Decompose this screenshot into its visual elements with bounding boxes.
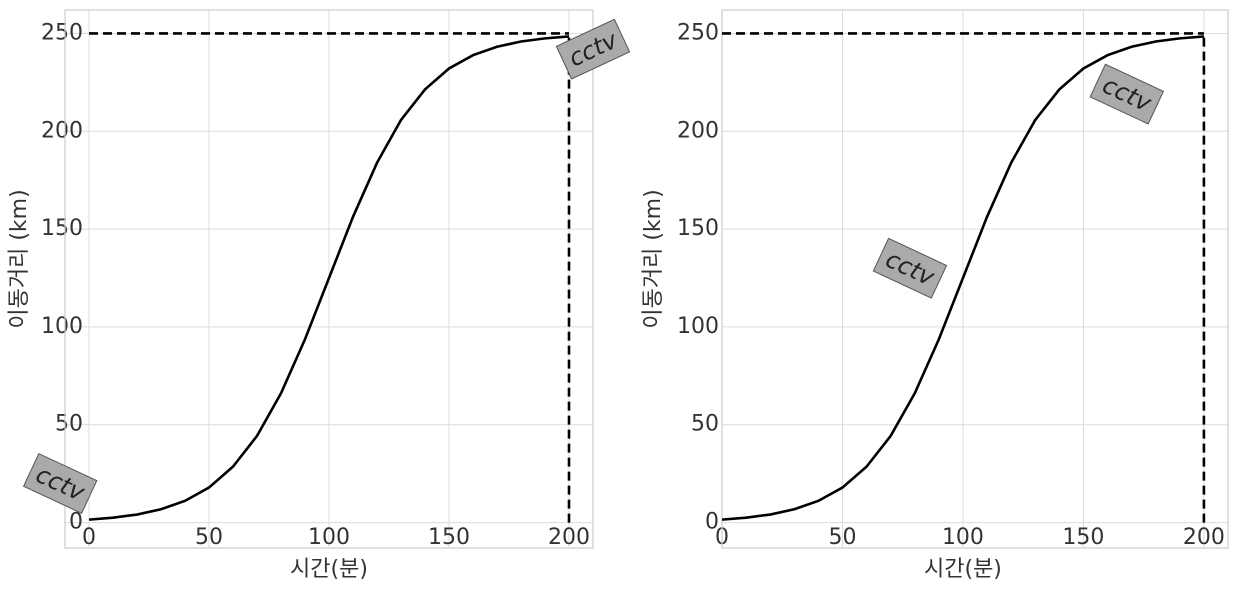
annotation: cctv (872, 237, 948, 299)
line-series (88, 35, 570, 521)
y-tick-label: 0 (69, 510, 83, 535)
x-tick-label: 100 (942, 525, 984, 550)
y-tick-label: 250 (41, 20, 83, 45)
plot-frame (64, 9, 594, 549)
x-tick-label: 200 (548, 525, 590, 550)
y-tick-label: 150 (41, 216, 83, 241)
y-tick-label: 100 (677, 314, 719, 339)
x-tick-label: 50 (828, 525, 856, 550)
x-tick-label: 0 (82, 525, 96, 550)
x-tick-label: 100 (308, 525, 350, 550)
x-tick-label: 150 (428, 525, 470, 550)
annotation-box (872, 237, 948, 299)
y-tick-label: 200 (41, 118, 83, 143)
x-tick-label: 200 (1183, 525, 1225, 550)
y-axis-label: 이동거리 (km) (641, 189, 666, 328)
plot-frame (721, 9, 1229, 549)
annotation-box (22, 452, 98, 514)
annotation-box (555, 18, 631, 80)
annotation: cctv (22, 452, 98, 514)
y-tick-label: 250 (677, 20, 719, 45)
y-tick-label: 200 (677, 118, 719, 143)
y-tick-label: 150 (677, 216, 719, 241)
x-axis-label: 시간(분) (924, 557, 1002, 582)
annotation: cctv (1089, 63, 1165, 125)
y-axis-label: 이동거리 (km) (7, 189, 32, 328)
x-axis-label: 시간(분) (290, 557, 368, 582)
x-tick-label: 50 (195, 525, 223, 550)
y-tick-label: 100 (41, 314, 83, 339)
y-tick-label: 0 (705, 510, 719, 535)
y-tick-label: 50 (55, 412, 83, 437)
line-series (721, 35, 1205, 521)
annotation-box (1089, 63, 1165, 125)
y-tick-label: 50 (691, 412, 719, 437)
x-tick-label: 150 (1062, 525, 1104, 550)
